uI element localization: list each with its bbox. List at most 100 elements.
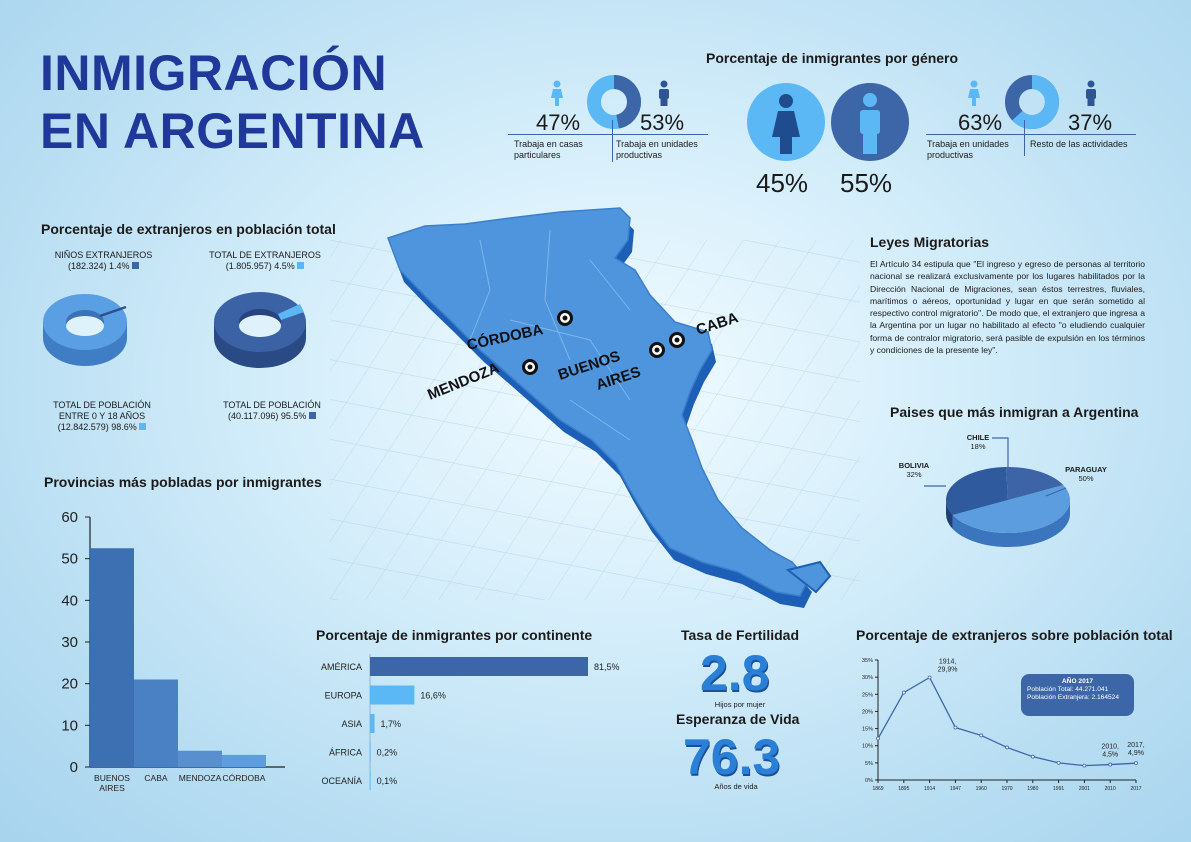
x-tick-label: AIRES [99, 783, 125, 793]
pop-total-value: (40.117.096) 95.5% [228, 411, 307, 421]
bar-5 [370, 771, 371, 790]
y-tick-label: 30% [862, 675, 873, 681]
kids-foreign-label: NIÑOS EXTRANJEROS (182.324) 1.4% [46, 250, 161, 272]
legend-square [297, 262, 305, 269]
annotation-year: 2017, [1127, 742, 1145, 749]
pie-side-2 [946, 500, 953, 529]
pie-side-1 [952, 500, 1070, 547]
population-donuts [43, 292, 306, 368]
y-tick-label: 10% [862, 744, 873, 750]
pop-0-18-label-1: TOTAL DE POBLACIÓN [53, 400, 151, 410]
female-icon-small [551, 80, 563, 106]
x-tick-label: 1960 [976, 786, 987, 792]
pop-total-label-1: TOTAL DE POBLACIÓN [223, 400, 321, 410]
right-split-donut [1005, 75, 1059, 129]
male-icon-small-right [1086, 80, 1096, 106]
pie-slice-1 [952, 485, 1070, 533]
right-split-vline [1024, 120, 1025, 156]
pie-slice-2 [946, 467, 1008, 515]
continents-title: Porcentaje de inmigrantes por continente [316, 627, 593, 643]
countries-title: Paises que más inmigran a Argentina [890, 404, 1139, 420]
data-point-1869 [876, 736, 880, 741]
male-pct: 55% [840, 168, 893, 198]
data-point-1895 [901, 690, 906, 695]
data-point-1970 [1005, 745, 1009, 750]
y-tick-label: 30 [61, 634, 78, 651]
x-tick-label: 1947 [950, 786, 961, 792]
legend-square [132, 262, 140, 269]
laws-text: El Artículo 34 estipula que "El ingreso … [870, 259, 1145, 356]
life-caption: Años de vida [714, 782, 758, 791]
female-person-icon [772, 94, 800, 154]
y-tick-label: 15% [862, 727, 873, 733]
category-label: ÁFRICA [329, 748, 362, 758]
data-point-2017 [1134, 761, 1138, 766]
right-split-b-pct: 37% [1068, 110, 1113, 135]
total-foreign-label: TOTAL DE EXTRANJEROS (1.805.957) 4.5% [205, 250, 325, 272]
fertility-title: Tasa de Fertilidad [681, 627, 799, 643]
total-foreign-top-value: (1.805.957) 4.5% [225, 261, 295, 271]
bar-3 [178, 750, 222, 767]
category-label: OCEANÍA [321, 776, 362, 786]
fertility-value: 2.8 [700, 645, 770, 701]
female-pct: 45% [756, 168, 809, 198]
right-split-b-label: Resto de las actividades [1030, 139, 1128, 149]
legend-square [308, 412, 316, 419]
donut-value-arc [1005, 75, 1059, 129]
argentina-map: CÓRDOBA MENDOZA BUENOS AIRES CABA [330, 207, 860, 608]
left-split-a-pct: 47% [536, 110, 581, 135]
slice-value: 18% [970, 442, 985, 451]
pop-0-18-label: TOTAL DE POBLACIÓN ENTRE 0 Y 18 AÑOS (12… [42, 400, 162, 433]
slice-label: CHILE [967, 433, 990, 442]
x-tick-label: CABA [144, 773, 167, 783]
category-label: ASIA [341, 719, 362, 729]
info-box-line-2: Población Extranjera: 2.164524 [1027, 694, 1120, 701]
value-label: 81,5% [594, 662, 620, 672]
x-tick-label: 2001 [1079, 786, 1090, 792]
annotation-year: 2010, [1101, 744, 1119, 751]
bar-1 [90, 548, 134, 767]
y-tick-label: 50 [61, 551, 78, 568]
slice-value: 32% [906, 470, 921, 479]
total-foreign-top-label: TOTAL DE EXTRANJEROS [209, 250, 321, 260]
info-box-title: AÑO 2017 [1061, 678, 1094, 685]
right-split-a-label: Trabaja en unidades productivas [927, 139, 1009, 160]
data-point-1947 [953, 725, 958, 730]
map-shape [387, 207, 832, 608]
kids-foreign-top-value: (182.324) 1.4% [67, 261, 130, 271]
value-label: 1,7% [381, 719, 402, 729]
right-split-a-pct: 63% [958, 110, 1003, 135]
data-point-1980 [1030, 754, 1035, 759]
y-tick-label: 35% [862, 658, 873, 664]
pie-slice-3 [1006, 467, 1064, 500]
y-tick-label: 60 [61, 509, 78, 526]
timeline-line-chart: 0% 5% 10% 15% 20% 25% 30% 35% 1869 1895 1914 1947 19… [862, 658, 1145, 792]
pop-total-label: TOTAL DE POBLACIÓN (40.117.096) 95.5% [212, 400, 332, 422]
y-tick-label: 20 [61, 676, 78, 693]
x-tick-label: 2010 [1105, 786, 1116, 792]
left-split-donut [587, 75, 641, 129]
leader-line [992, 437, 1009, 472]
y-tick-label: 20% [862, 709, 873, 715]
bar-4 [370, 742, 371, 762]
life-value: 76.3 [683, 729, 781, 785]
kids-foreign-top-label: NIÑOS EXTRANJEROS [54, 250, 153, 260]
category-label: EUROPA [325, 691, 362, 701]
legend-square [139, 423, 147, 430]
info-box-line-1: Población Total: 44.271.041 [1027, 686, 1109, 693]
bar-3 [370, 714, 375, 733]
annotation-value: 4,5% [1102, 752, 1118, 759]
data-point-1914 [927, 675, 932, 680]
male-person-icon [860, 93, 880, 154]
left-split-b-label: Trabaja en unidades productivas [616, 139, 698, 160]
x-tick-label: 1991 [1053, 786, 1064, 792]
y-tick-label: 40 [61, 592, 78, 609]
x-tick-label: 1869 [872, 786, 883, 792]
pop-0-18-label-2: ENTRE 0 Y 18 AÑOS [58, 411, 146, 421]
year-2017-info-box: AÑO 2017 Población Total: 44.271.041 Pob… [1021, 674, 1134, 716]
x-tick-label: 1980 [1027, 786, 1038, 792]
x-tick-label: 1970 [1001, 786, 1012, 792]
left-split-b-pct: 53% [640, 110, 685, 135]
